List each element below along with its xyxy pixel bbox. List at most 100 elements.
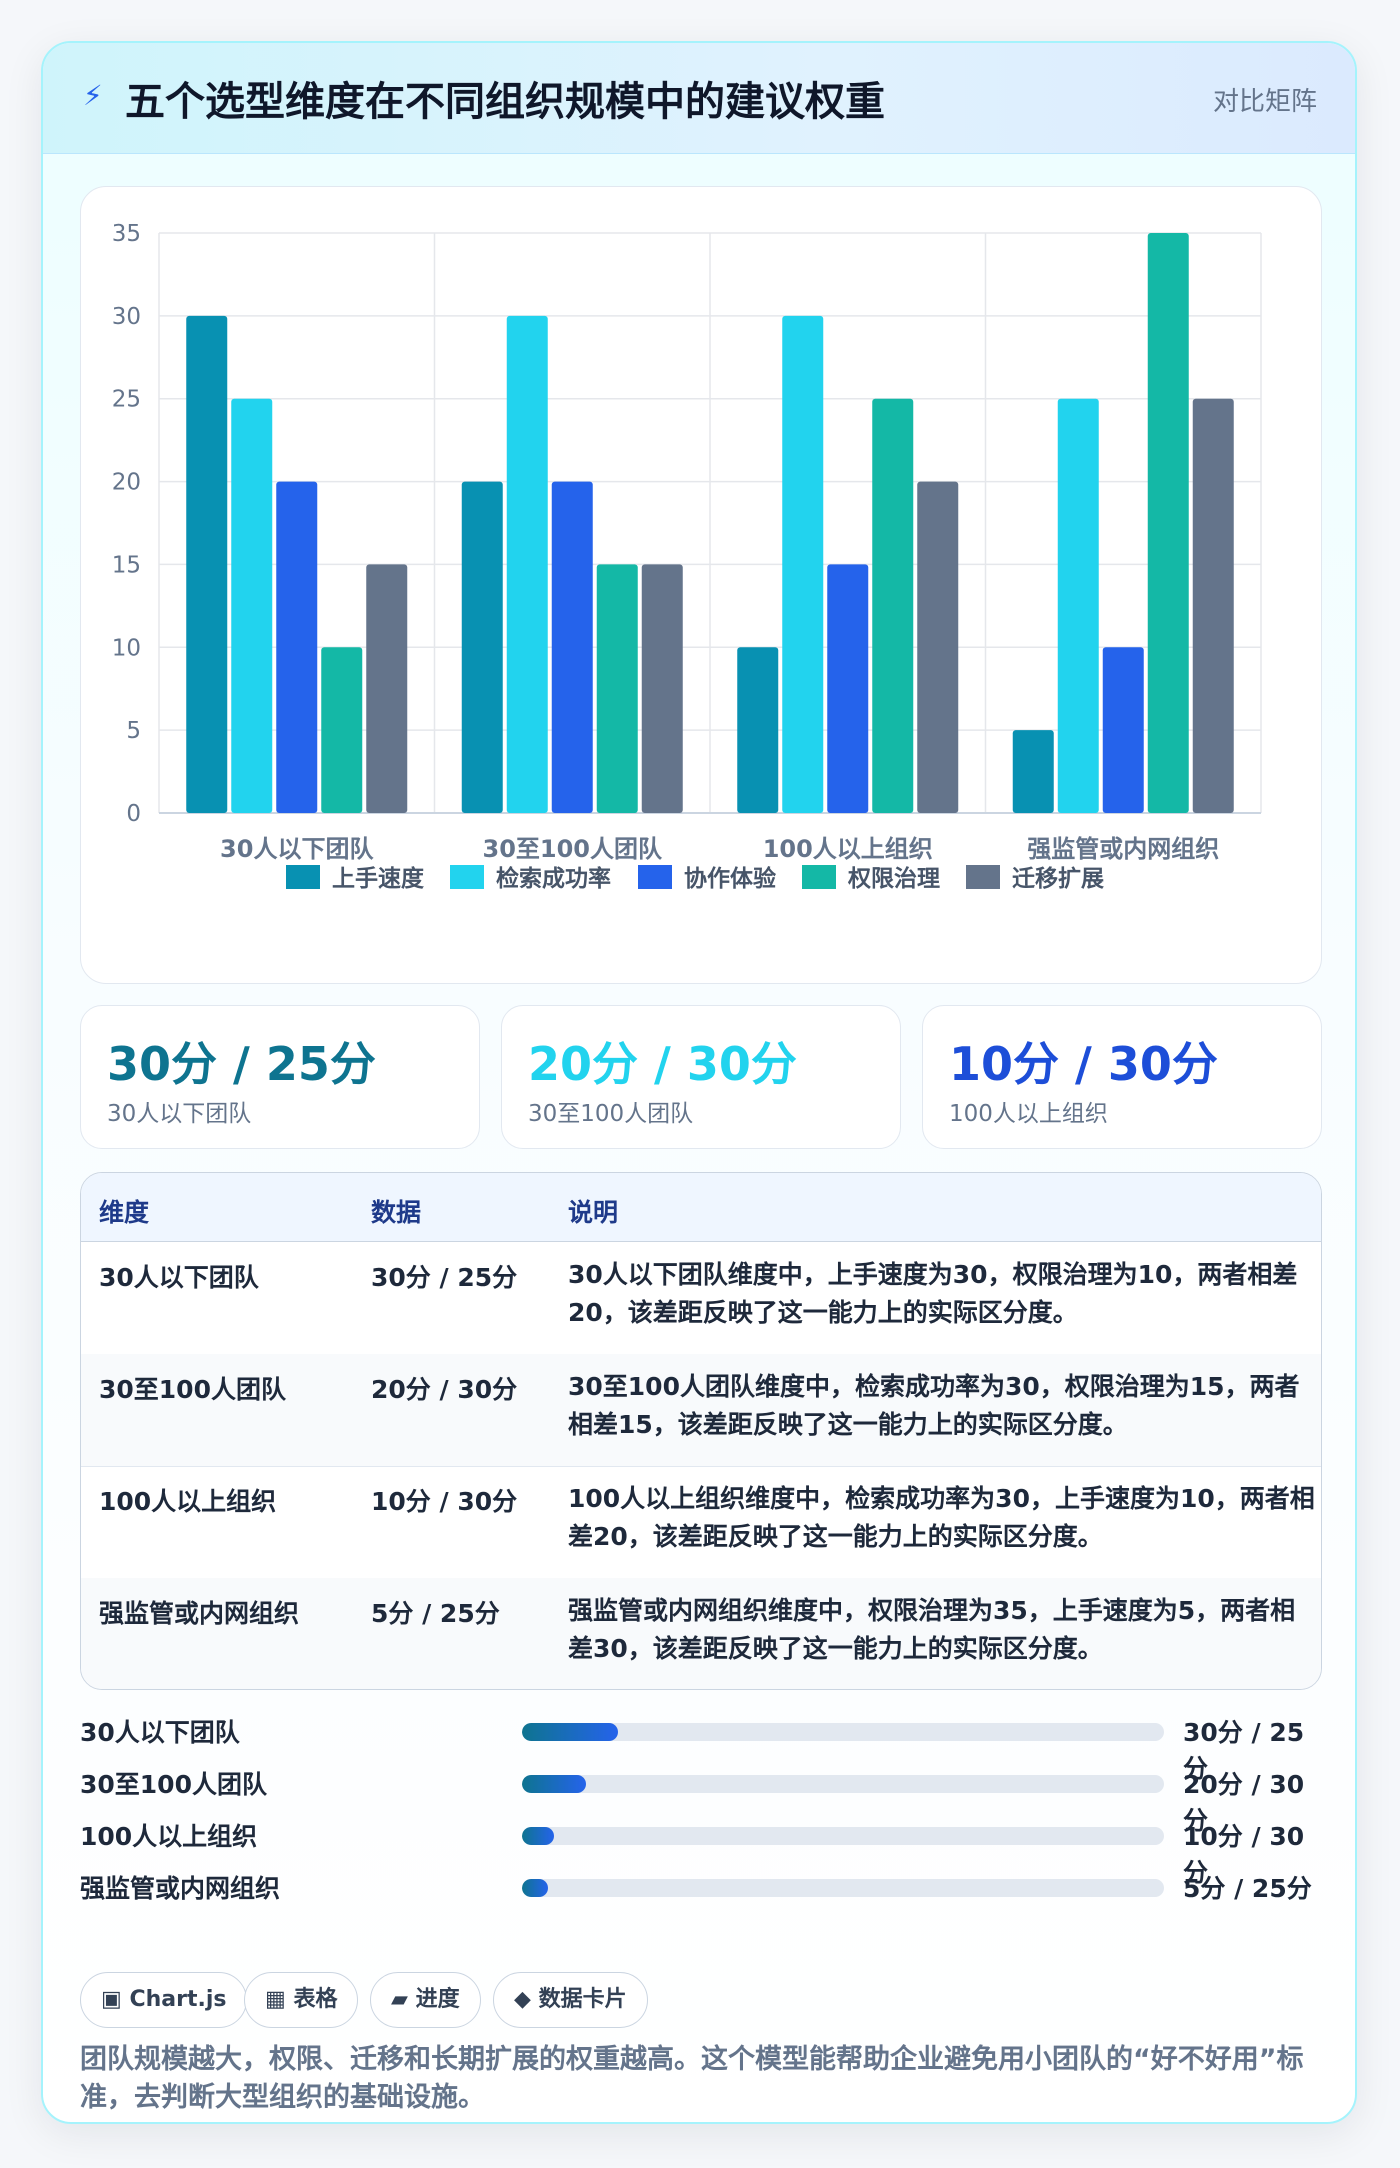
- bar: [366, 564, 408, 813]
- bar: [231, 398, 273, 813]
- table-row: 强监管或内网组织 5分 / 25分 强监管或内网组织维度中，权限治理为35，上手…: [81, 1578, 1321, 1689]
- cell-data: 10分 / 30分: [371, 1487, 518, 1516]
- stat-card-1: 30分 / 25分 30人以下团队: [80, 1005, 480, 1149]
- x-tick-label: 30至100人团队: [483, 835, 663, 863]
- table-row: 30至100人团队 20分 / 30分 30至100人团队维度中，检索成功率为3…: [81, 1354, 1321, 1467]
- progress-row: 30人以下团队 30分 / 25分: [80, 1711, 1322, 1783]
- bar: [551, 481, 593, 813]
- cell-data: 5分 / 25分: [371, 1599, 500, 1628]
- legend-swatch: [638, 865, 672, 889]
- data-table: 维度 数据 说明 30人以下团队 30分 / 25分 30人以下团队维度中，上手…: [80, 1172, 1322, 1690]
- progress-row: 100人以上组织 10分 / 30分: [80, 1815, 1322, 1887]
- bar: [461, 481, 503, 813]
- bar: [641, 564, 683, 813]
- chip-progress[interactable]: ▰ 进度: [370, 1972, 481, 2028]
- y-tick-label: 0: [126, 801, 141, 827]
- main-card: ⚡ 五个选型维度在不同组织规模中的建议权重 对比矩阵 0 5 10 15 20 25 30 3…: [41, 41, 1357, 2124]
- stat-value: 30分 / 25分: [107, 1037, 376, 1091]
- stat-card-3: 10分 / 30分 100人以上组织: [922, 1005, 1322, 1149]
- y-tick-label: 35: [112, 221, 141, 247]
- bar: [276, 481, 318, 813]
- table-row: 30人以下团队 30分 / 25分 30人以下团队维度中，上手速度为30，权限治…: [81, 1242, 1321, 1355]
- bar: [186, 315, 228, 813]
- chip-table[interactable]: ▦ 表格: [244, 1972, 359, 2028]
- column-header-description: 说明: [568, 1198, 619, 1227]
- bar: [1102, 647, 1144, 813]
- cell-description: 100人以上组织维度中，检索成功率为30，上手速度为10，两者相差20，该差距反…: [568, 1484, 1315, 1551]
- progress-label: 30人以下团队: [80, 1718, 240, 1747]
- stat-label: 30人以下团队: [107, 1101, 252, 1127]
- legend-swatch: [802, 865, 836, 889]
- legend-label: 迁移扩展: [1012, 866, 1104, 892]
- legend-label: 协作体验: [684, 865, 776, 892]
- table-row: 100人以上组织 10分 / 30分 100人以上组织维度中，检索成功率为30，…: [81, 1466, 1321, 1579]
- progress-track: [522, 1723, 1164, 1741]
- progress-track: [522, 1879, 1164, 1897]
- bar: [917, 481, 959, 813]
- progress-fill: [522, 1775, 587, 1793]
- progress-value: 5分 / 25分: [1183, 1874, 1312, 1903]
- column-header-dimension: 维度: [99, 1198, 150, 1227]
- x-tick-label: 100人以上组织: [763, 835, 933, 863]
- progress-label: 100人以上组织: [80, 1822, 258, 1851]
- bar: [1057, 398, 1099, 813]
- y-tick-label: 10: [112, 635, 141, 661]
- bar-chart: 0 5 10 15 20 25 30 35 30人以下团队 30至100人团队 100人以上组织 强监…: [80, 186, 1322, 984]
- progress-row: 强监管或内网组织 5分 / 25分: [80, 1867, 1322, 1907]
- cell-dimension: 强监管或内网组织: [99, 1599, 300, 1628]
- cell-dimension: 30人以下团队: [99, 1263, 259, 1292]
- stat-value: 20分 / 30分: [528, 1037, 797, 1091]
- cell-dimension: 100人以上组织: [99, 1487, 277, 1516]
- cell-description: 30人以下团队维度中，上手速度为30，权限治理为10，两者相差20，该差距反映了…: [568, 1260, 1298, 1327]
- page-title: 五个选型维度在不同组织规模中的建议权重: [125, 79, 885, 125]
- chip-chartjs[interactable]: ▣ Chart.js: [80, 1972, 248, 2028]
- progress-value: 10分 / 30分: [1183, 1822, 1305, 1887]
- progress-fill: [522, 1723, 619, 1741]
- legend-label: 检索成功率: [496, 865, 611, 892]
- x-tick-label: 30人以下团队: [220, 835, 374, 863]
- cell-data: 30分 / 25分: [371, 1263, 518, 1292]
- cell-data: 20分 / 30分: [371, 1375, 518, 1404]
- chip-data-card[interactable]: ◆ 数据卡片: [493, 1972, 648, 2028]
- footnote: 团队规模越大，权限、迁移和长期扩展的权重越高。这个模型能帮助企业避免用小团队的“…: [80, 2044, 1304, 2113]
- progress-value: 30分 / 25分: [1183, 1718, 1305, 1783]
- bar: [321, 647, 363, 813]
- cell-dimension: 30至100人团队: [99, 1375, 286, 1404]
- y-tick-label: 15: [112, 552, 141, 578]
- progress-label: 30至100人团队: [80, 1770, 267, 1799]
- bar: [596, 564, 638, 813]
- progress-track: [522, 1827, 1164, 1845]
- table-header: 维度 数据 说明: [81, 1173, 1321, 1242]
- progress-value: 20分 / 30分: [1183, 1770, 1305, 1835]
- cell-description: 30至100人团队维度中，检索成功率为30，权限治理为15，两者相差15，该差距…: [568, 1372, 1300, 1439]
- bar: [782, 315, 824, 813]
- bolt-icon: ⚡: [83, 79, 103, 112]
- progress-fill: [522, 1827, 555, 1845]
- bar: [1192, 398, 1234, 813]
- legend-label: 上手速度: [332, 865, 425, 892]
- bar: [1012, 730, 1054, 813]
- y-tick-label: 5: [126, 718, 141, 744]
- legend-swatch: [450, 865, 484, 889]
- header-tag: 对比矩阵: [1212, 87, 1317, 117]
- column-header-data: 数据: [371, 1198, 422, 1227]
- legend-swatch: [966, 865, 1000, 889]
- bar: [506, 315, 548, 813]
- legend-swatch: [286, 865, 320, 889]
- progress-fill: [522, 1879, 548, 1897]
- y-tick-label: 20: [112, 470, 141, 496]
- y-tick-label: 25: [112, 387, 141, 413]
- card-header: ⚡ 五个选型维度在不同组织规模中的建议权重 对比矩阵: [43, 43, 1355, 154]
- progress-track: [522, 1775, 1164, 1793]
- bar: [827, 564, 869, 813]
- stat-value: 10分 / 30分: [949, 1037, 1218, 1091]
- bar: [872, 398, 914, 813]
- stat-label: 100人以上组织: [949, 1101, 1108, 1127]
- cell-description: 强监管或内网组织维度中，权限治理为35，上手速度为5，两者相差30，该差距反映了…: [568, 1596, 1296, 1663]
- bar: [1147, 233, 1189, 813]
- stat-card-2: 20分 / 30分 30至100人团队: [501, 1005, 901, 1149]
- y-tick-label: 30: [112, 304, 141, 330]
- stat-label: 30至100人团队: [528, 1101, 694, 1127]
- bar-chart-svg: 0 5 10 15 20 25 30 35 30人以下团队 30至100人团队 100人以上组织 强监…: [112, 221, 1262, 892]
- bar: [737, 647, 779, 813]
